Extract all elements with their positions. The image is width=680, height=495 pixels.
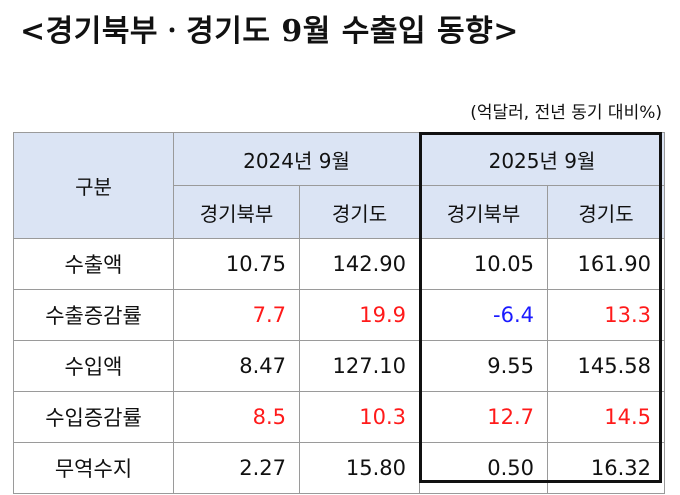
table-cell: 8.47 <box>173 340 300 392</box>
row-label: 수입증감률 <box>13 391 174 443</box>
table-cell: 0.50 <box>419 442 548 494</box>
unit-note: (억달러, 전년 동기 대비%) <box>470 103 662 123</box>
table-cell: 161.90 <box>547 238 665 290</box>
table-cell: 14.5 <box>547 391 665 443</box>
table-cell: 7.7 <box>173 289 300 341</box>
table-cell: 142.90 <box>299 238 420 290</box>
table-row: 무역수지 2.27 15.80 0.50 16.32 <box>13 442 665 494</box>
row-label: 무역수지 <box>13 442 174 494</box>
table-cell: 16.32 <box>547 442 665 494</box>
table-row: 수입액 8.47 127.10 9.55 145.58 <box>13 340 665 392</box>
table-cell: 12.7 <box>419 391 548 443</box>
table-cell: 10.75 <box>173 238 300 290</box>
table-cell: 15.80 <box>299 442 420 494</box>
header-period-2025: 2025년 9월 <box>419 132 665 186</box>
subheader-gyeonggi-2025: 경기도 <box>547 185 665 239</box>
row-label: 수출증감률 <box>13 289 174 341</box>
table-row: 수입증감률 8.5 10.3 12.7 14.5 <box>13 391 665 443</box>
header-period-2024: 2024년 9월 <box>173 132 420 186</box>
table-row: 수출증감률 7.7 19.9 -6.4 13.3 <box>13 289 665 341</box>
row-label: 수입액 <box>13 340 174 392</box>
page-title: <경기북부ㆍ경기도 9월 수출입 동향> <box>20 14 519 49</box>
table-row: 수출액 10.75 142.90 10.05 161.90 <box>13 238 665 290</box>
table-cell: -6.4 <box>419 289 548 341</box>
table-cell: 9.55 <box>419 340 548 392</box>
table-cell: 10.3 <box>299 391 420 443</box>
table-cell: 127.10 <box>299 340 420 392</box>
table-cell: 145.58 <box>547 340 665 392</box>
header-category: 구분 <box>13 132 174 239</box>
table-cell: 19.9 <box>299 289 420 341</box>
table-cell: 10.05 <box>419 238 548 290</box>
subheader-north-2024: 경기북부 <box>173 185 300 239</box>
subheader-gyeonggi-2024: 경기도 <box>299 185 420 239</box>
trade-table: 구분 2024년 9월 2025년 9월 경기북부 경기도 경기북부 경기도 수… <box>13 132 665 494</box>
table-cell: 2.27 <box>173 442 300 494</box>
row-label: 수출액 <box>13 238 174 290</box>
subheader-north-2025: 경기북부 <box>419 185 548 239</box>
table-cell: 8.5 <box>173 391 300 443</box>
table-cell: 13.3 <box>547 289 665 341</box>
